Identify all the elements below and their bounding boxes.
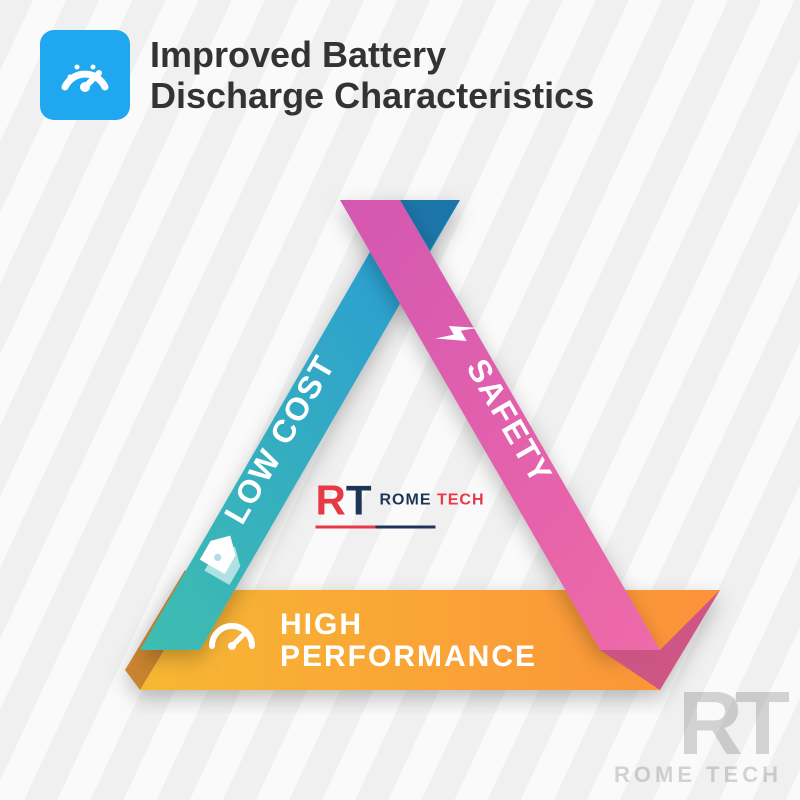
left-band-content: LOW COST xyxy=(188,349,352,585)
page-title: Improved Battery Discharge Characteristi… xyxy=(150,34,594,117)
title-line-1: Improved Battery xyxy=(150,34,594,75)
watermark-rt: RT xyxy=(614,693,782,756)
logo-underline-2 xyxy=(375,525,435,528)
center-logo: RT ROME TECH xyxy=(315,479,484,528)
logo-underline-1 xyxy=(315,525,375,528)
header: Improved Battery Discharge Characteristi… xyxy=(0,0,800,120)
bottom-label-2: PERFORMANCE xyxy=(280,640,537,673)
title-line-2: Discharge Characteristics xyxy=(150,75,594,116)
logo-tech: TECH xyxy=(437,491,485,508)
header-icon-box xyxy=(40,30,130,120)
triangle-infographic: LOW COST SAFETY HIGH PERFORMANCE RT xyxy=(80,190,720,750)
gauge-icon xyxy=(55,45,115,105)
logo-t: T xyxy=(346,476,372,523)
logo-rome: ROME xyxy=(379,491,431,508)
watermark-text: ROME TECH xyxy=(614,762,782,788)
logo-r: R xyxy=(315,476,345,523)
watermark: RT ROME TECH xyxy=(614,693,782,788)
bottom-label-1: HIGH xyxy=(280,608,363,641)
